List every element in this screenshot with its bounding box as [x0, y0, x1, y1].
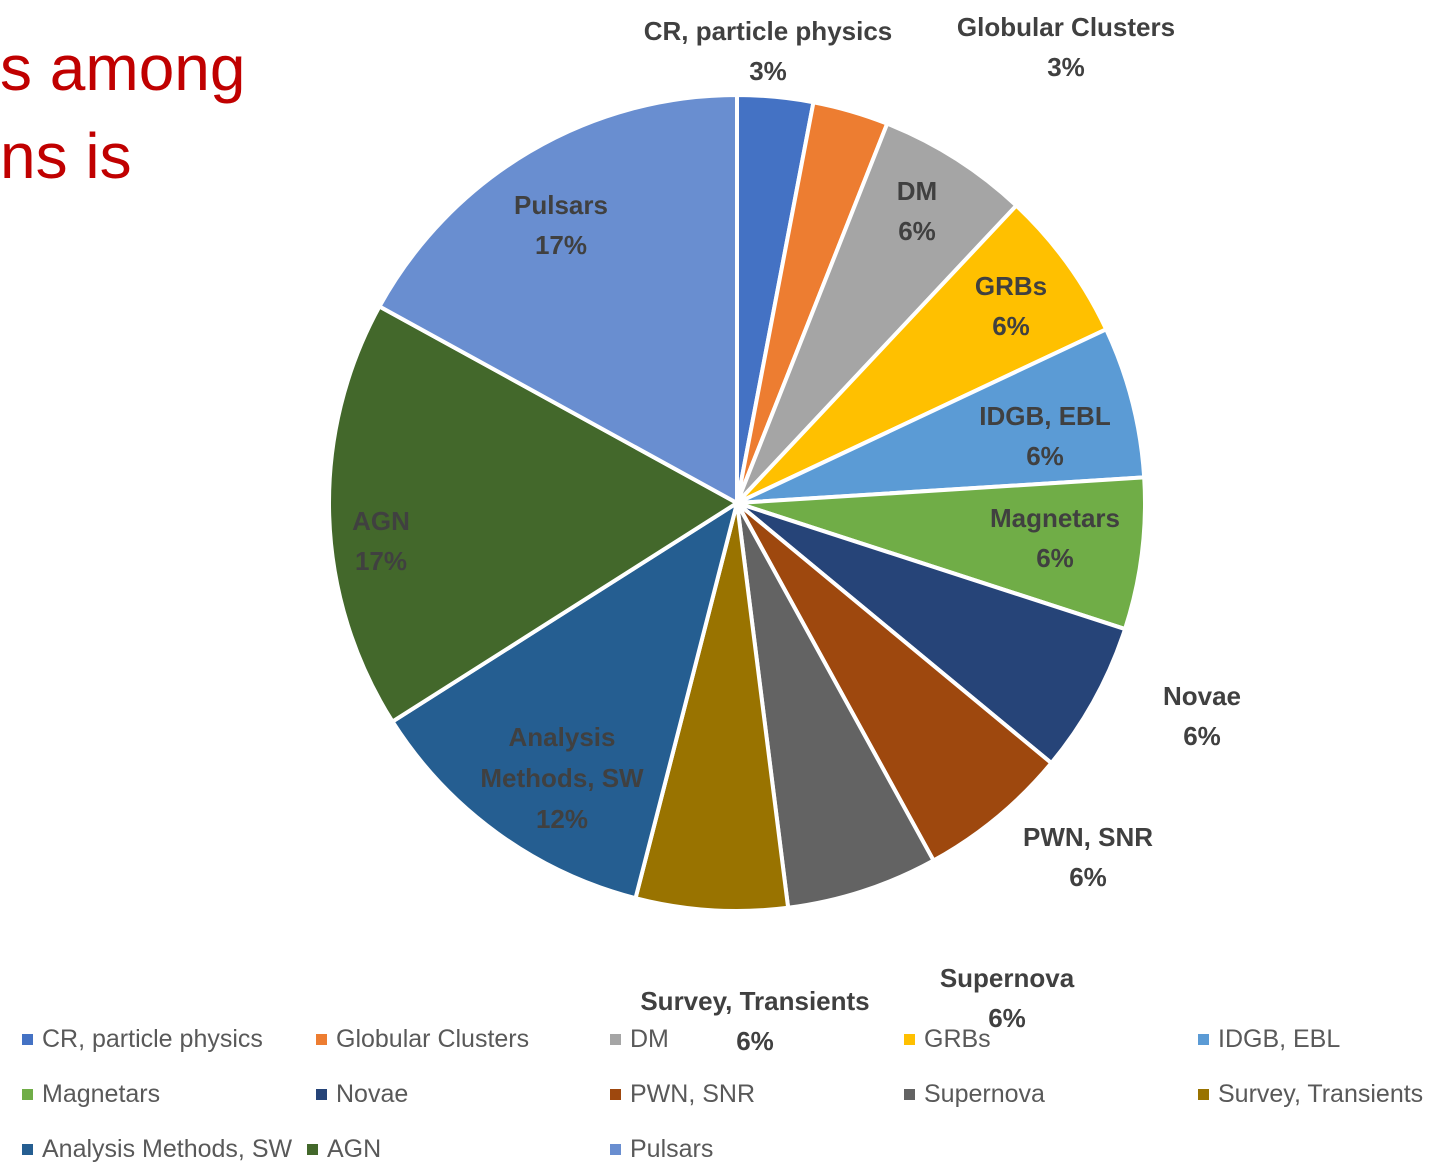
data-label-name: CR, particle physics [644, 16, 893, 46]
data-label-percent: 6% [1183, 721, 1221, 751]
pie-slice-magnetars [735, 475, 1147, 632]
slide-title: s among ns is [0, 24, 245, 200]
data-label-name: Analysis [509, 722, 616, 752]
data-label-percent: 17% [535, 230, 587, 260]
data-label-percent: 6% [898, 216, 936, 246]
data-label-percent: 3% [1047, 52, 1085, 82]
pie-slice-pwn-snr [735, 501, 1054, 863]
data-label-percent: 6% [992, 311, 1030, 341]
pie-slice-idgb-ebl [735, 327, 1147, 505]
data-label-name-cont: Methods, SW [480, 763, 644, 793]
data-label-name: Magnetars [990, 503, 1120, 533]
data-label-idgb-ebl: IDGB, EBL 6% [979, 401, 1111, 471]
data-label-name: DM [897, 176, 937, 206]
data-label-survey-transients: Survey, Transients 6% [640, 986, 869, 1056]
data-label-globular-clusters: Globular Clusters 3% [957, 12, 1175, 82]
pie-slice-novae [735, 501, 1128, 766]
data-label-cr-particle-physics: CR, particle physics 3% [644, 16, 893, 86]
data-label-name: GRBs [975, 271, 1047, 301]
data-label-percent: 17% [355, 546, 407, 576]
pie-slice-grbs [735, 203, 1109, 505]
pie-slice-pulsars [377, 93, 739, 505]
data-label-name: Pulsars [514, 190, 608, 220]
data-label-agn: AGN 17% [352, 506, 410, 576]
pie-data-labels: CR, particle physics 3% Globular Clusters 3… [352, 12, 1241, 1056]
data-label-name: PWN, SNR [1023, 822, 1153, 852]
data-label-pulsars: Pulsars 17% [514, 190, 608, 260]
data-label-dm: DM 6% [897, 176, 937, 246]
pie-slice-supernova [735, 501, 936, 910]
data-label-percent: 6% [1026, 441, 1064, 471]
pie-slice-dm [735, 121, 1019, 505]
slide-title-line-2: ns is [0, 120, 132, 192]
data-label-magnetars: Magnetars 6% [990, 503, 1120, 573]
data-label-novae: Novae 6% [1163, 681, 1241, 751]
pie-slice-agn [327, 304, 739, 724]
data-label-grbs: GRBs 6% [975, 271, 1047, 341]
data-label-percent: 12% [536, 804, 588, 834]
data-label-name: Globular Clusters [957, 12, 1175, 42]
data-label-name: IDGB, EBL [979, 401, 1111, 431]
data-label-percent: 6% [736, 1026, 774, 1056]
data-label-percent: 6% [988, 1003, 1026, 1033]
data-label-pwn-snr: PWN, SNR 6% [1023, 822, 1153, 892]
data-label-name: Survey, Transients [640, 986, 869, 1016]
data-label-name: AGN [352, 506, 410, 536]
slide-title-line-1: s among [0, 32, 246, 104]
data-label-percent: 6% [1069, 862, 1107, 892]
data-label-name: Novae [1163, 681, 1241, 711]
pie-slice-analysis-methods-sw [390, 501, 739, 901]
data-label-percent: 3% [749, 56, 787, 86]
data-label-percent: 6% [1036, 543, 1074, 573]
data-label-name: Supernova [940, 963, 1075, 993]
data-label-analysis-methods-sw: Analysis Methods, SW 12% [480, 722, 644, 834]
pie-slice-survey-transients [633, 501, 791, 913]
data-label-supernova: Supernova 6% [940, 963, 1075, 1033]
pie-slices [327, 93, 1147, 913]
